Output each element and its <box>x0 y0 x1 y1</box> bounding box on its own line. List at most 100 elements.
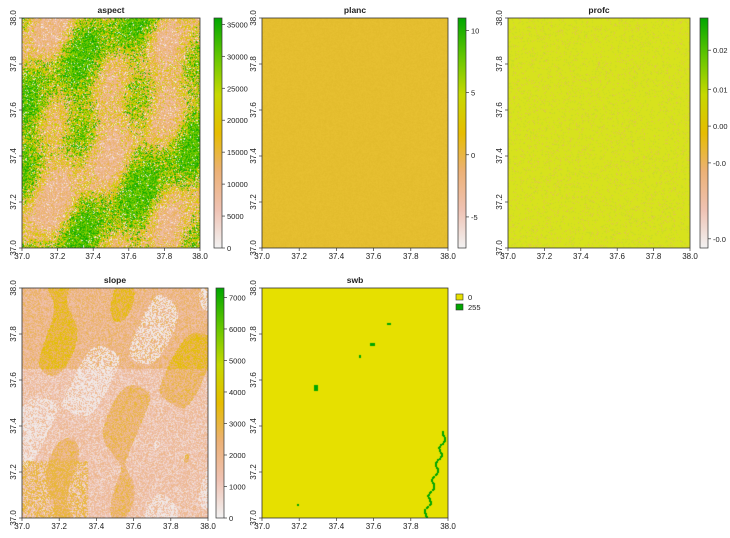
y-tick-label: 37.4 <box>249 148 258 164</box>
colorbar-tick-label: 10 <box>471 26 479 35</box>
x-tick-label: 37.4 <box>85 252 101 261</box>
colorbar <box>699 17 709 249</box>
y-tick-label: 37.0 <box>9 240 18 256</box>
x-tick-label: 37.6 <box>609 252 625 261</box>
x-tick-label: 37.4 <box>329 522 345 531</box>
x-tick-label: 37.0 <box>254 522 270 531</box>
x-tick-label: 37.6 <box>366 252 382 261</box>
map-frame <box>507 17 691 249</box>
x-tick-label: 37.2 <box>51 522 67 531</box>
colorbar-tick-label: 2000 <box>229 451 246 460</box>
y-tick-label: 37.6 <box>249 102 258 118</box>
colorbar-tick-label: 0 <box>227 244 231 253</box>
colorbar-tick-label: 7000 <box>229 293 246 302</box>
x-tick-label: 37.0 <box>500 252 516 261</box>
colorbar <box>215 287 225 519</box>
colorbar-tick-label: 10000 <box>227 180 248 189</box>
colorbar-tick-label: 6000 <box>229 325 246 334</box>
panel-planc <box>259 17 469 251</box>
map-frame <box>21 287 209 519</box>
y-tick-label: 37.8 <box>249 326 258 342</box>
raster-profc <box>508 18 690 248</box>
x-tick-label: 37.4 <box>573 252 589 261</box>
map-frame <box>21 17 201 249</box>
y-tick-label: 37.6 <box>9 372 18 388</box>
panel-title: slope <box>104 275 126 285</box>
y-tick-label: 38.0 <box>249 280 258 296</box>
colorbar <box>213 17 223 249</box>
y-tick-label: 37.4 <box>9 418 18 434</box>
y-tick-label: 38.0 <box>9 280 18 296</box>
colorbar-tick-label: 30000 <box>227 52 248 61</box>
colorbar-tick-label: 1000 <box>229 482 246 491</box>
x-tick-label: 38.0 <box>440 252 456 261</box>
colorbar-tick-label: -0.0 <box>713 159 726 168</box>
legend-swatch <box>455 303 464 311</box>
raster-aspect <box>22 18 200 248</box>
panel-title: planc <box>344 5 366 15</box>
colorbar-tick-label: 5000 <box>229 356 246 365</box>
x-tick-label: 37.2 <box>291 252 307 261</box>
y-tick-label: 37.0 <box>249 510 258 526</box>
map-frame <box>261 287 449 519</box>
x-tick-label: 37.0 <box>14 252 30 261</box>
x-tick-label: 38.0 <box>200 522 216 531</box>
x-tick-label: 37.8 <box>163 522 179 531</box>
y-tick-label: 37.8 <box>249 56 258 72</box>
x-tick-label: 38.0 <box>440 522 456 531</box>
x-tick-label: 37.4 <box>329 252 345 261</box>
colorbar-tick-label: 0 <box>229 514 233 523</box>
colorbar-tick-label: 20000 <box>227 116 248 125</box>
x-tick-label: 37.0 <box>14 522 30 531</box>
y-tick-label: 37.4 <box>495 148 504 164</box>
panel-profc <box>505 17 711 251</box>
y-tick-label: 37.4 <box>9 148 18 164</box>
colorbar-tick-label: 25000 <box>227 84 248 93</box>
colorbar-tick-label: 5 <box>471 89 475 98</box>
y-tick-label: 37.6 <box>249 372 258 388</box>
x-tick-label: 37.8 <box>646 252 662 261</box>
raster-planc <box>262 18 448 248</box>
x-tick-label: 37.8 <box>403 522 419 531</box>
y-tick-label: 37.8 <box>495 56 504 72</box>
y-tick-label: 37.4 <box>249 418 258 434</box>
legend-swatch <box>455 293 464 301</box>
panel-title: profc <box>588 5 610 15</box>
y-tick-label: 37.8 <box>9 56 18 72</box>
colorbar-tick-label: 0.02 <box>713 46 728 55</box>
colorbar-tick-label: 0.00 <box>713 122 728 131</box>
map-frame <box>261 17 449 249</box>
y-tick-label: 37.6 <box>9 102 18 118</box>
y-tick-label: 37.2 <box>495 194 504 210</box>
y-tick-label: 37.6 <box>495 102 504 118</box>
x-tick-label: 37.4 <box>89 522 105 531</box>
x-tick-label: 38.0 <box>192 252 208 261</box>
y-tick-label: 38.0 <box>249 10 258 26</box>
x-tick-label: 37.8 <box>403 252 419 261</box>
colorbar-tick-label: 5000 <box>227 212 244 221</box>
colorbar-tick-label: -5 <box>471 213 478 222</box>
y-tick-label: 37.0 <box>495 240 504 256</box>
y-tick-label: 38.0 <box>495 10 504 26</box>
panel-swb <box>259 287 464 521</box>
colorbar-tick-label: 15000 <box>227 148 248 157</box>
x-tick-label: 37.6 <box>366 522 382 531</box>
y-tick-label: 37.2 <box>249 464 258 480</box>
raster-swb <box>262 288 448 518</box>
colorbar-tick-label: 0.01 <box>713 85 728 94</box>
panel-title: swb <box>347 275 364 285</box>
legend-label: 255 <box>468 303 481 312</box>
y-tick-label: 37.2 <box>9 194 18 210</box>
x-tick-label: 37.6 <box>121 252 137 261</box>
colorbar <box>457 17 467 249</box>
y-tick-label: 38.0 <box>9 10 18 26</box>
colorbar-tick-label: 3000 <box>229 419 246 428</box>
x-tick-label: 37.2 <box>537 252 553 261</box>
legend-label: 0 <box>468 293 472 302</box>
x-tick-label: 37.6 <box>126 522 142 531</box>
raster-slope <box>22 288 208 518</box>
y-tick-label: 37.2 <box>9 464 18 480</box>
x-tick-label: 37.2 <box>291 522 307 531</box>
x-tick-label: 37.0 <box>254 252 270 261</box>
